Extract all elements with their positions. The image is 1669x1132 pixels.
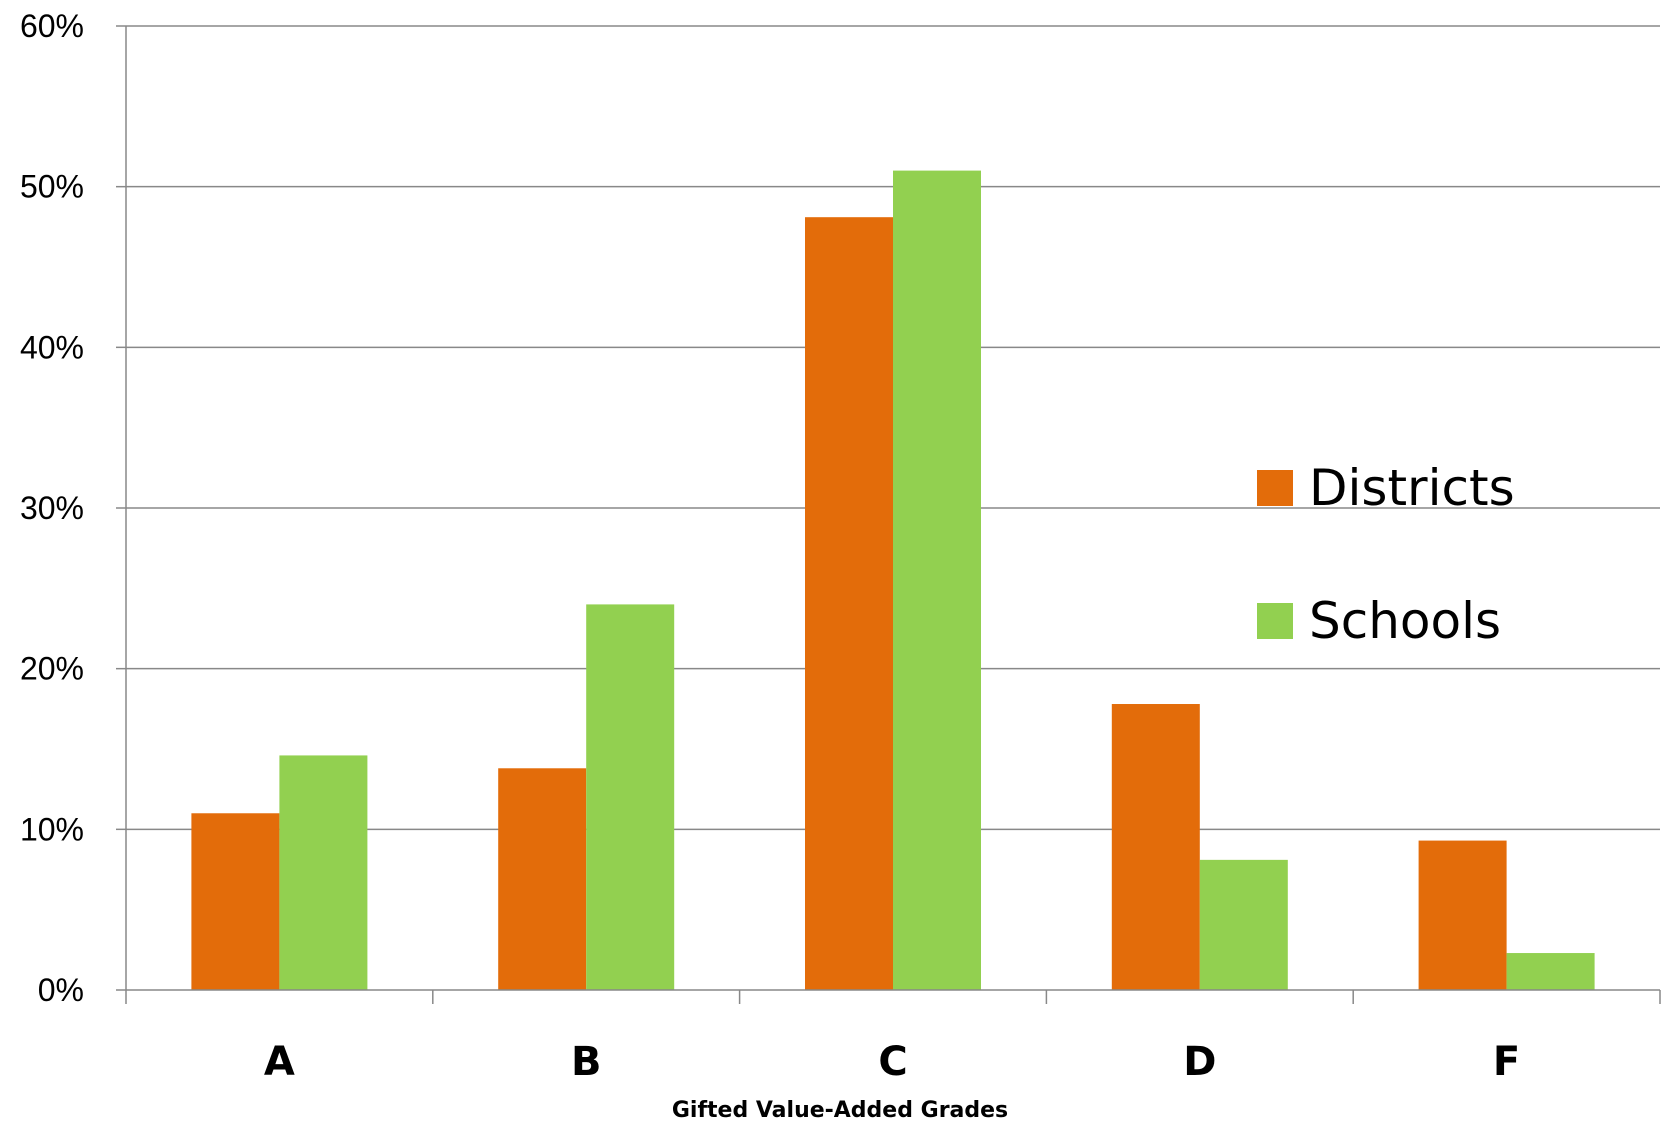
bar-schools-b xyxy=(586,604,675,990)
bars xyxy=(191,170,1595,991)
bar-schools-d xyxy=(1199,859,1288,990)
y-tick-label: 50% xyxy=(20,169,84,205)
legend: Districts Schools xyxy=(1257,459,1515,650)
legend-swatch-schools xyxy=(1257,603,1293,639)
x-tick-label: C xyxy=(878,1039,907,1085)
legend-label-districts: Districts xyxy=(1309,459,1515,517)
bar-districts-b xyxy=(498,768,587,990)
bar-schools-f xyxy=(1506,953,1595,990)
labels: 0% 10% 20% 30% 40% 50% 60% A B C D F xyxy=(20,8,1520,1085)
y-tick-label: 30% xyxy=(20,490,84,526)
bar-districts-d xyxy=(1111,704,1200,990)
bar-districts-c xyxy=(805,217,893,990)
x-tick-label: A xyxy=(264,1039,295,1085)
x-tick-label: B xyxy=(571,1039,602,1085)
y-tick-label: 40% xyxy=(20,329,84,365)
bar-districts-f xyxy=(1418,840,1507,990)
y-tick-label: 60% xyxy=(20,8,84,44)
y-tick-label: 20% xyxy=(20,651,84,687)
y-tick-label: 0% xyxy=(38,972,84,1008)
axes xyxy=(116,25,1661,1004)
y-tick-label: 10% xyxy=(20,811,84,847)
bar-districts-a xyxy=(191,813,280,990)
x-tick-label: D xyxy=(1183,1039,1216,1085)
x-tick-label: F xyxy=(1493,1039,1520,1085)
bar-schools-a xyxy=(279,755,368,990)
legend-swatch-districts xyxy=(1257,470,1293,506)
legend-label-schools: Schools xyxy=(1309,592,1501,650)
bar-schools-c xyxy=(893,170,981,991)
x-axis-title: Gifted Value-Added Grades xyxy=(672,1098,1008,1123)
